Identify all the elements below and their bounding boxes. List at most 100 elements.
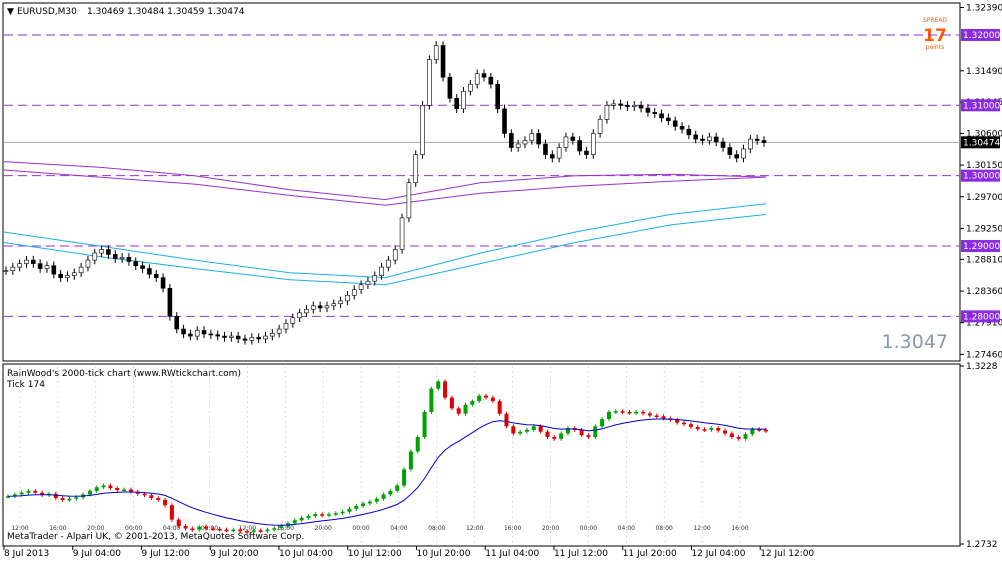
sub-x-tick-label: 20:00 xyxy=(87,525,104,532)
candle-body xyxy=(160,277,166,289)
candle-body xyxy=(358,284,364,290)
sub-x-tick-label: 12:00 xyxy=(693,525,710,532)
tick-candle-body xyxy=(142,493,147,496)
tick-candle-body xyxy=(6,496,10,498)
tick-candle-body xyxy=(716,428,721,431)
tick-candle-body xyxy=(682,422,687,425)
candle-body xyxy=(17,263,22,268)
tick-candle-body xyxy=(559,433,564,439)
tick-candle-body xyxy=(361,503,366,506)
sub-x-tick-label: 04:00 xyxy=(618,525,635,532)
tick-candle-body xyxy=(279,526,284,529)
y-tick-label: 1.28360 xyxy=(966,287,1002,297)
tick-candle-body xyxy=(634,411,639,414)
sub-y-tick-label: 1.3228 xyxy=(966,362,998,372)
candle-body xyxy=(468,83,473,92)
candle-body xyxy=(78,266,84,274)
spread-label: SPREAD xyxy=(923,17,947,24)
tick-candle-body xyxy=(33,490,38,493)
sub-x-tick-label: 20:00 xyxy=(542,525,559,532)
sub-x-tick-label: 16:00 xyxy=(504,525,521,532)
envelope-line xyxy=(3,213,767,286)
tick-candle-body xyxy=(463,404,468,414)
tick-candle-body xyxy=(743,434,748,439)
candle-body xyxy=(345,294,350,302)
main-chart-frame xyxy=(2,2,961,362)
subchart-layer: 12:00 16:00 20:00 00:00 04:00 08:00 12:00 16:00… xyxy=(6,366,768,544)
candle-body xyxy=(502,108,507,134)
tick-candle-body xyxy=(709,428,714,430)
tick-candle-body xyxy=(272,528,277,530)
sub-x-tick-label: 16:00 xyxy=(277,525,294,532)
tick-candle-body xyxy=(764,429,768,432)
tick-candle-body xyxy=(299,517,304,521)
level-price-tag xyxy=(961,169,1000,182)
candle-body xyxy=(222,335,227,338)
tick-candle-body xyxy=(292,520,297,524)
level-price-tag-label: 1.29000 xyxy=(963,242,1000,252)
x-tick-label: 8 Jul 2013 xyxy=(4,549,49,559)
candle-body xyxy=(515,143,521,148)
candle-body xyxy=(631,105,637,108)
candle-body xyxy=(201,330,207,335)
spread-points-label: points xyxy=(926,44,944,51)
tick-candle-body xyxy=(477,395,482,402)
candle-body xyxy=(106,249,111,255)
tick-candle-body xyxy=(593,426,598,438)
tick-candle-body xyxy=(661,416,666,419)
tick-candle-body xyxy=(231,529,236,532)
level-price-tag xyxy=(961,310,1000,323)
candle-body xyxy=(167,287,173,317)
candle-body xyxy=(338,300,343,305)
tick-candle-body xyxy=(156,498,161,500)
chart-header-arrow[interactable]: ▼ xyxy=(7,7,14,17)
current-price-large: 1.3047 xyxy=(882,331,948,353)
y-tick-label: 1.27910 xyxy=(966,319,1002,329)
candle-body xyxy=(10,266,16,271)
candle-body xyxy=(604,105,610,120)
y-tick-label: 1.30600 xyxy=(966,129,1002,139)
level-price-tag-label: 1.32000 xyxy=(963,31,1000,41)
y-tick-label: 1.29250 xyxy=(966,224,1002,234)
candle-body xyxy=(406,182,412,219)
candle-body xyxy=(720,141,726,148)
candle-body xyxy=(672,120,678,127)
tick-candle-body xyxy=(443,381,448,398)
envelope-line xyxy=(3,161,767,201)
candle-body xyxy=(242,338,248,341)
candle-body xyxy=(625,105,630,108)
tick-candle-body xyxy=(545,431,550,438)
candle-body xyxy=(577,140,582,152)
candle-body xyxy=(686,128,692,136)
tick-candle-body xyxy=(258,530,263,532)
tick-candle-body xyxy=(204,526,209,529)
tick-candle-body xyxy=(374,498,379,502)
candle-body xyxy=(741,148,746,159)
tick-candle-body xyxy=(265,529,270,532)
candle-body xyxy=(147,268,152,275)
candle-body xyxy=(133,261,139,267)
y-tick-label: 1.28810 xyxy=(966,255,1002,265)
tick-candle-body xyxy=(53,493,58,499)
tick-candle-body xyxy=(415,437,420,452)
tick-candle-body xyxy=(531,426,536,430)
tick-candle-body xyxy=(757,429,762,431)
candle-body xyxy=(263,335,268,340)
tick-candle-body xyxy=(217,528,222,531)
tick-candle-body xyxy=(388,490,393,495)
tick-candle-body xyxy=(210,528,215,531)
sub-x-tick-label: 12:00 xyxy=(466,525,483,532)
candle-body xyxy=(249,337,255,341)
tick-candle-body xyxy=(586,435,591,438)
tick-candle-body xyxy=(197,526,202,530)
candle-body xyxy=(290,317,296,324)
tick-candle-body xyxy=(565,428,570,434)
y-tick-label: 1.27460 xyxy=(966,350,1002,360)
candle-body xyxy=(215,334,220,337)
candle-body xyxy=(522,140,528,145)
candle-body xyxy=(44,265,50,269)
level-price-tag-label: 1.28000 xyxy=(963,312,1000,322)
candle-body xyxy=(536,133,541,145)
candle-body xyxy=(283,323,289,330)
